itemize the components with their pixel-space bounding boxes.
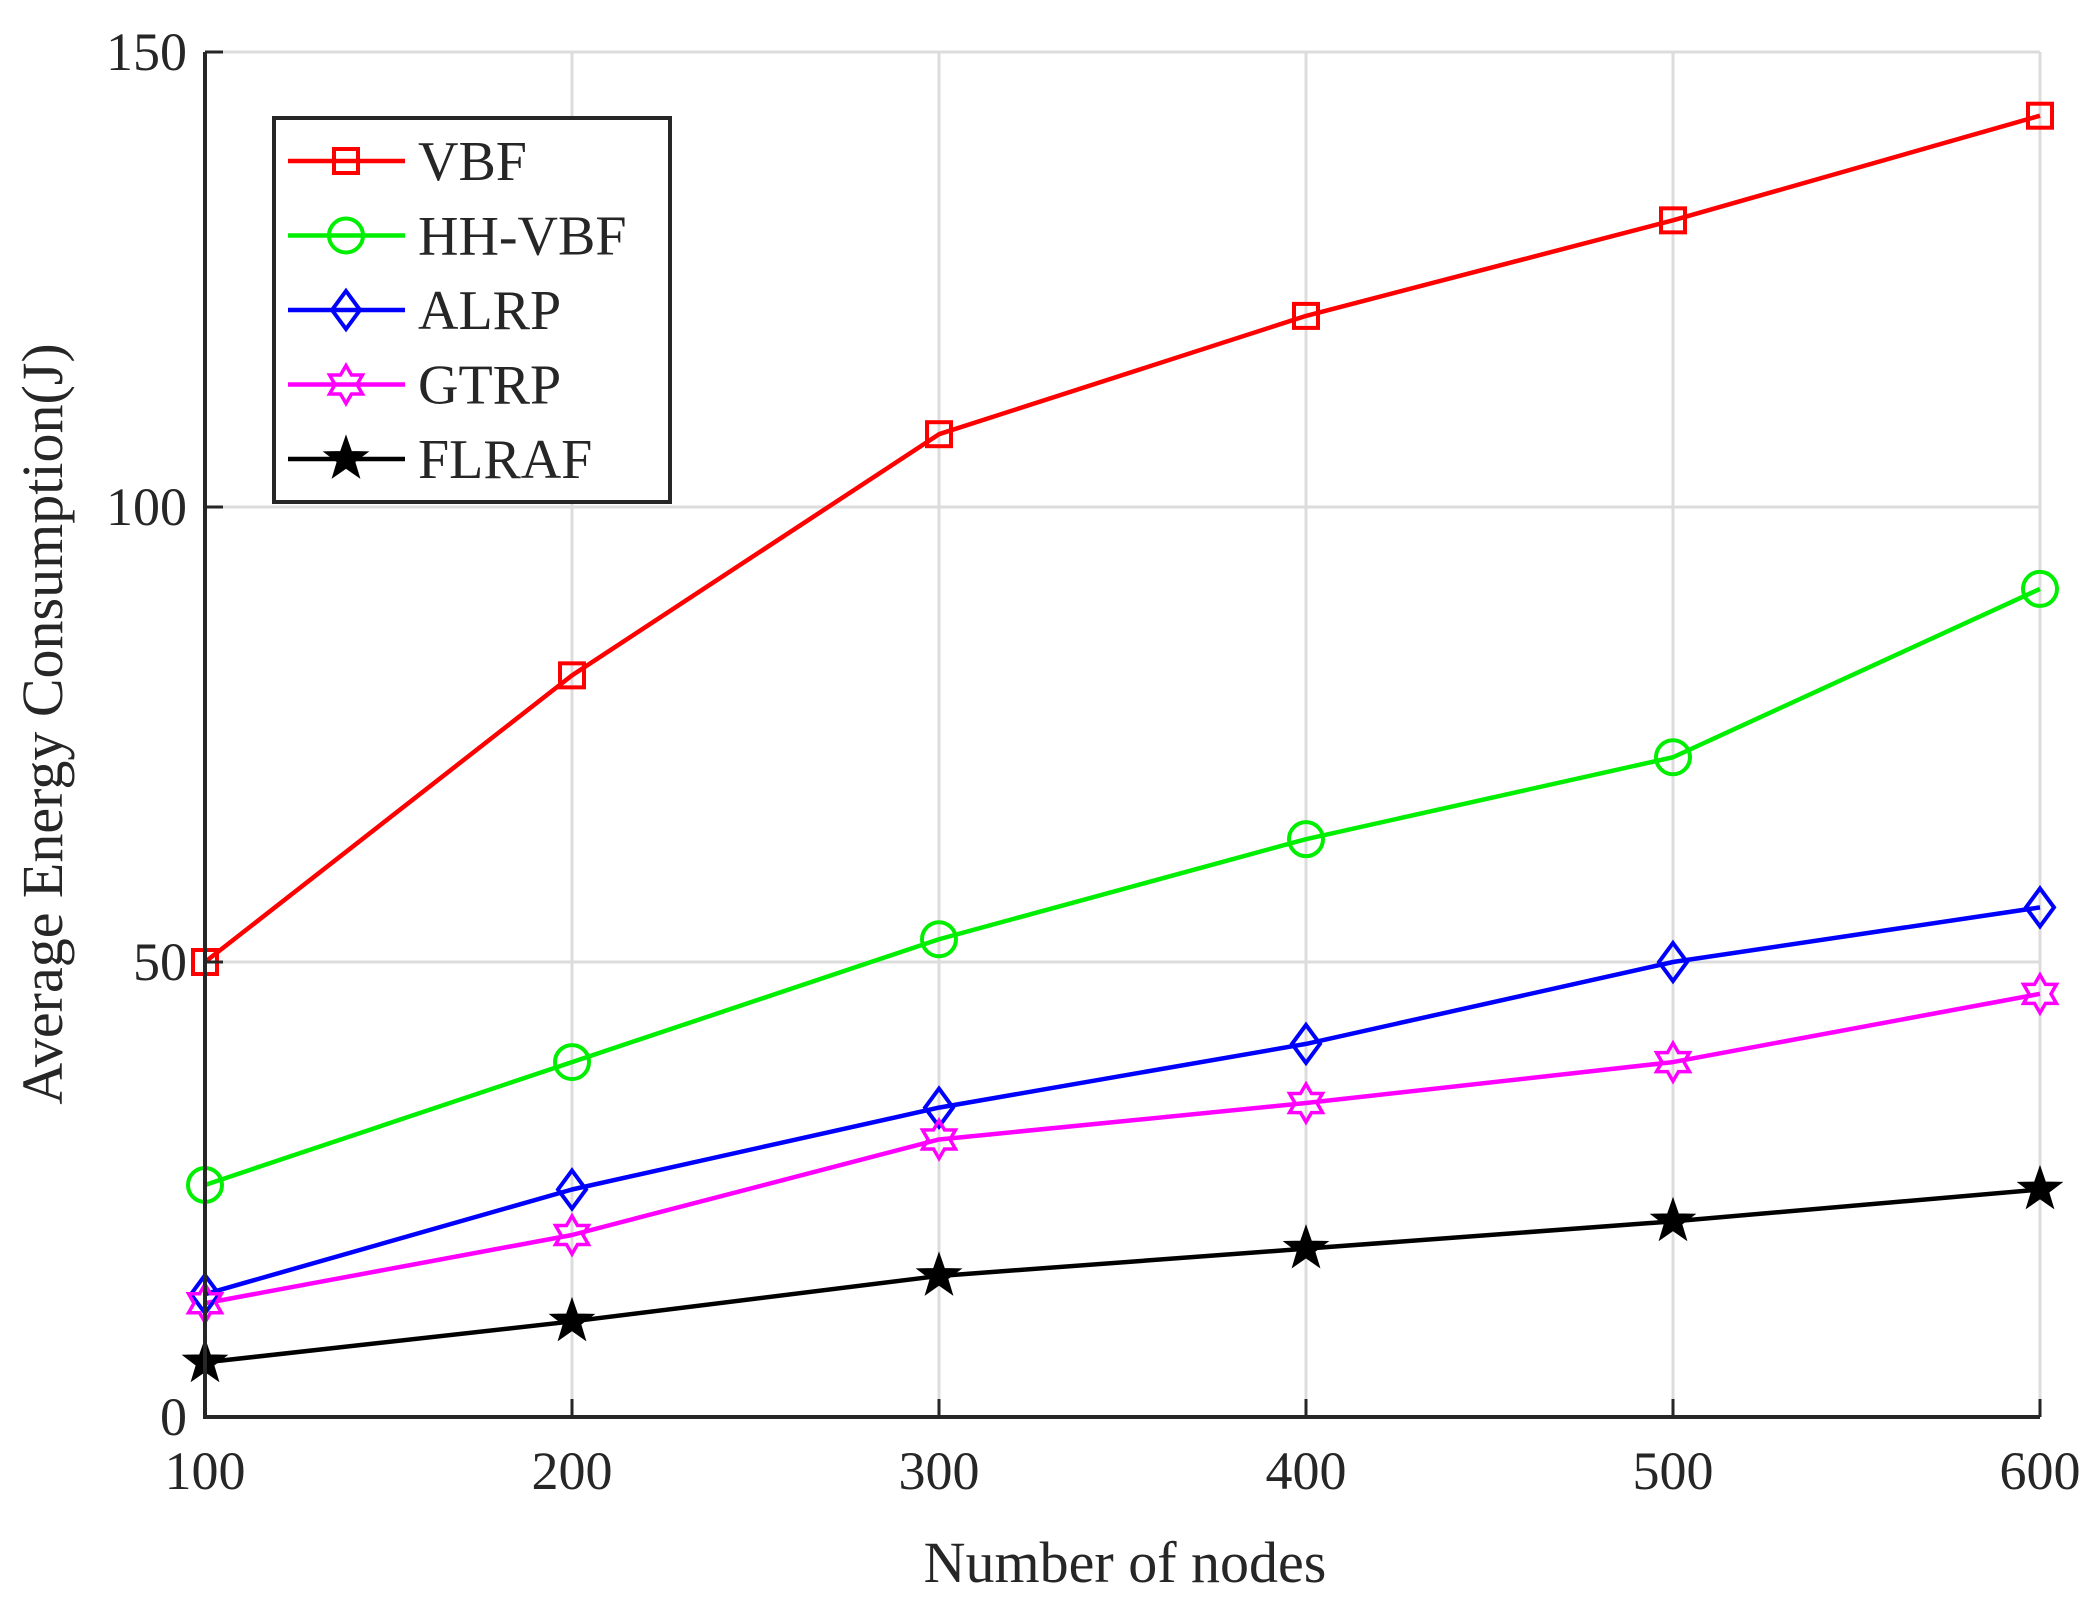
legend-label-vbf: VBF — [418, 131, 527, 193]
x-tick-label: 300 — [899, 1441, 980, 1501]
y-tick-label: 0 — [160, 1387, 187, 1447]
data-point-vbf — [925, 420, 953, 449]
data-point-alrp — [1289, 1021, 1323, 1067]
data-point-gtrp — [919, 1116, 959, 1162]
y-tick-label: 100 — [106, 477, 187, 537]
series-line-gtrp — [204, 991, 2041, 1306]
data-point-gtrp — [1653, 1039, 1693, 1085]
legend: VBF HH-VBF ALRP GTRP FLRAF — [272, 116, 672, 504]
data-point-vbf — [1659, 206, 1687, 235]
series-lines — [203, 113, 2041, 1365]
data-point-hh-vbf — [2021, 569, 2059, 608]
legend-label-gtrp: GTRP — [418, 355, 561, 417]
data-point-hh-vbf — [1654, 738, 1692, 777]
legend-marker-flraf — [322, 434, 370, 479]
series-line-alrp — [204, 905, 2041, 1297]
legend-marker-hh-vbf — [327, 216, 365, 255]
y-axis-title: Average Energy Consumption(J) — [10, 343, 75, 1104]
data-point-hh-vbf — [553, 1043, 591, 1082]
data-point-hh-vbf — [1287, 820, 1325, 859]
series-markers — [181, 101, 2064, 1383]
data-point-alrp — [1656, 939, 1690, 985]
legend-label-hh-vbf: HH-VBF — [418, 206, 626, 268]
data-point-vbf — [1292, 301, 1320, 330]
data-point-vbf — [558, 661, 586, 690]
data-point-flraf — [2016, 1164, 2064, 1210]
data-point-flraf — [1282, 1224, 1330, 1269]
data-point-flraf — [1649, 1196, 1697, 1242]
x-tick-label: 100 — [165, 1441, 246, 1501]
data-point-flraf — [915, 1251, 963, 1296]
data-point-alrp — [922, 1085, 956, 1130]
legend-label-alrp: ALRP — [418, 280, 561, 342]
y-tick-label: 150 — [106, 22, 187, 82]
x-tick-label: 400 — [1266, 1441, 1347, 1501]
legend-label-flraf: FLRAF — [418, 429, 592, 491]
data-point-vbf — [2026, 101, 2054, 130]
data-point-hh-vbf — [920, 920, 958, 959]
data-point-gtrp — [552, 1212, 592, 1258]
data-point-gtrp — [2020, 971, 2060, 1017]
tick-labels: 100 200 300 400 500 600 0 50 100 150 — [106, 22, 2081, 1501]
series-line-hh-vbf — [204, 586, 2041, 1188]
data-point-alrp — [555, 1167, 589, 1212]
legend-marker-alrp — [329, 287, 363, 333]
series-line-flraf — [204, 1187, 2041, 1365]
y-tick-label: 50 — [133, 932, 187, 992]
legend-marker-vbf — [332, 147, 360, 175]
x-tick-label: 600 — [2000, 1441, 2081, 1501]
x-tick-label: 200 — [532, 1441, 613, 1501]
data-point-gtrp — [1286, 1080, 1326, 1126]
series-line-vbf — [203, 113, 2041, 964]
axes — [203, 50, 2042, 1419]
x-tick-label: 500 — [1633, 1441, 1714, 1501]
legend-marker-gtrp — [326, 362, 366, 407]
x-axis-title: Number of nodes — [924, 1530, 1327, 1595]
data-point-alrp — [2023, 885, 2057, 930]
data-point-flraf — [548, 1296, 596, 1342]
